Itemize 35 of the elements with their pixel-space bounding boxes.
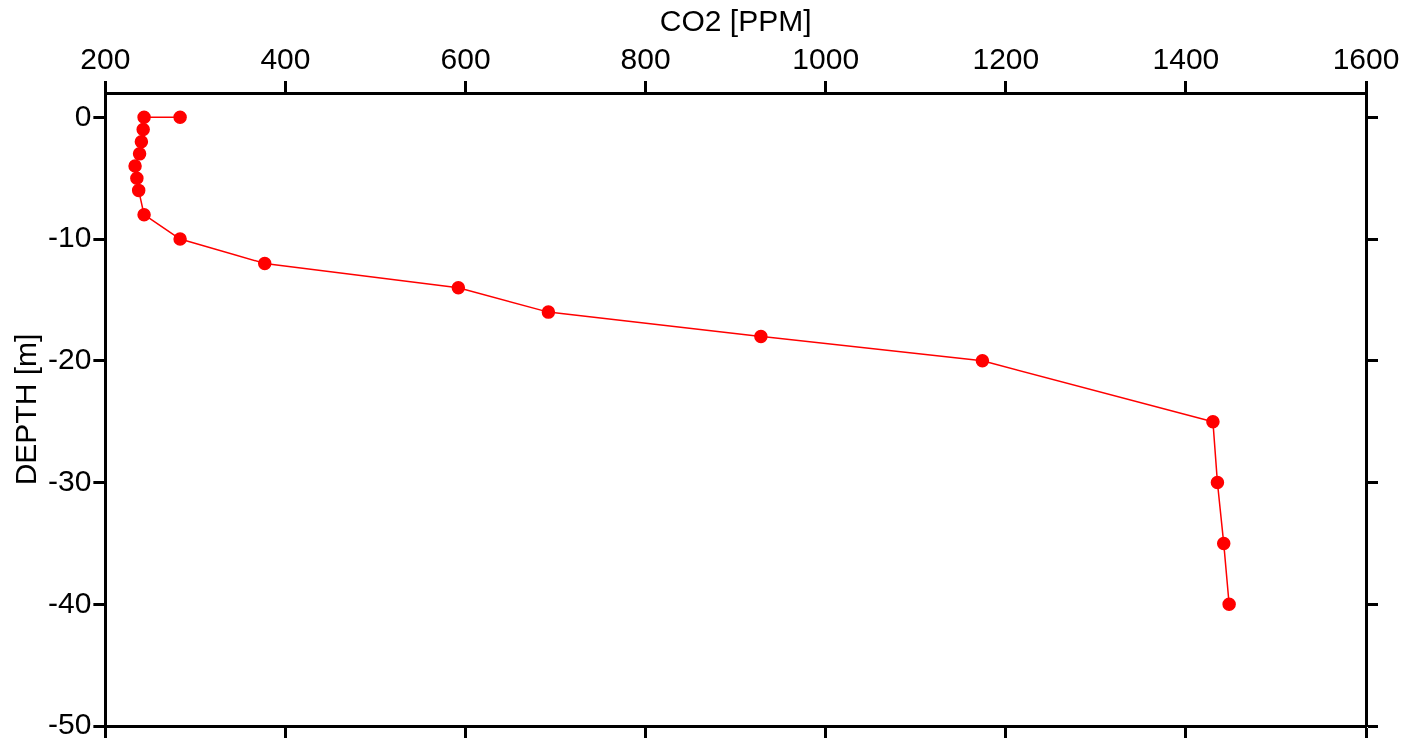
point bbox=[137, 110, 151, 125]
y-tick-label: -20 bbox=[48, 342, 92, 376]
point bbox=[134, 134, 149, 149]
y-tick-label: -50 bbox=[48, 707, 92, 741]
point bbox=[131, 183, 146, 198]
x-tick-label: 600 bbox=[440, 42, 491, 76]
point bbox=[173, 232, 187, 246]
point bbox=[136, 122, 150, 137]
x-axis-title: CO2 [PPM] bbox=[659, 4, 812, 38]
y-tick-label: 0 bbox=[74, 98, 92, 132]
point bbox=[137, 207, 151, 222]
x-tick-label: 1600 bbox=[1332, 42, 1400, 76]
x-tick-label: 1400 bbox=[1152, 42, 1220, 76]
point bbox=[128, 159, 142, 173]
point bbox=[1206, 414, 1220, 429]
point bbox=[173, 110, 187, 125]
point bbox=[1222, 597, 1236, 612]
y-tick-label: -40 bbox=[48, 585, 92, 619]
point bbox=[541, 305, 556, 319]
x-tick-label: 800 bbox=[620, 42, 671, 76]
point bbox=[1216, 536, 1231, 551]
point bbox=[130, 171, 144, 185]
point bbox=[132, 147, 147, 161]
point bbox=[975, 354, 990, 368]
x-tick-label: 200 bbox=[80, 42, 131, 76]
point bbox=[257, 256, 272, 271]
y-tick-label: -30 bbox=[48, 463, 92, 497]
x-tick-label: 400 bbox=[260, 42, 311, 76]
x-tick-label: 1200 bbox=[972, 42, 1040, 76]
point bbox=[754, 329, 768, 344]
point bbox=[1210, 475, 1225, 490]
x-tick-label: 1000 bbox=[792, 42, 860, 76]
y-axis-title: DEPTH [m] bbox=[9, 333, 43, 486]
y-tick-label: -10 bbox=[48, 220, 92, 254]
point bbox=[451, 281, 466, 295]
